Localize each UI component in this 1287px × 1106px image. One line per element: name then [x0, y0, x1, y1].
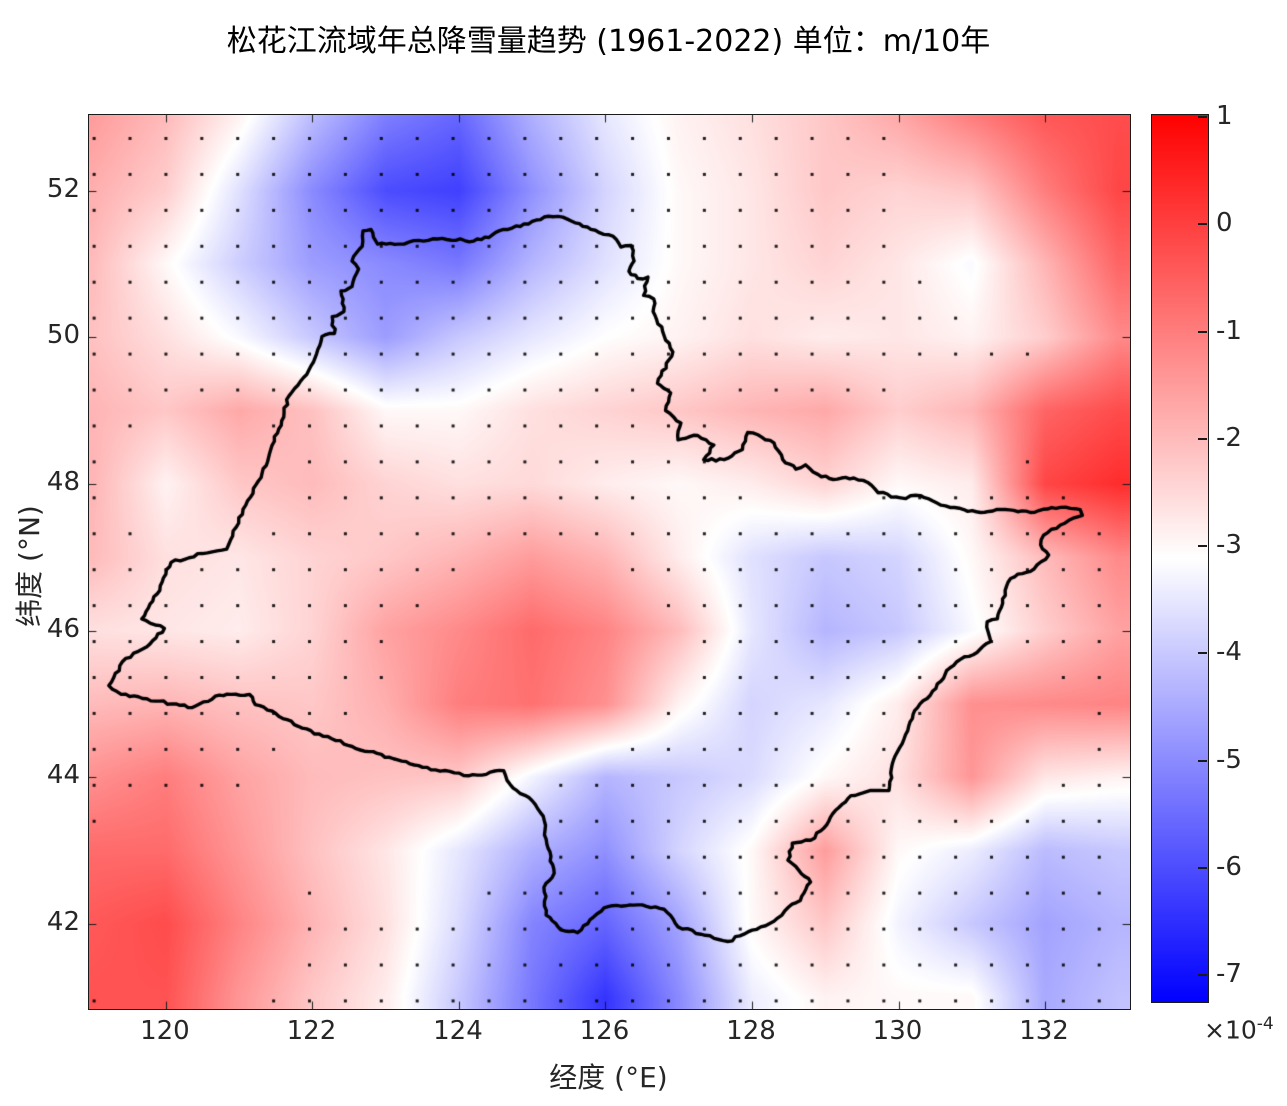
colorbar: [1151, 114, 1209, 1003]
x-tick-label: 124: [433, 1016, 483, 1046]
colorbar-tick-label: -2: [1216, 422, 1242, 453]
colorbar-multiplier-exponent: -4: [1256, 1014, 1274, 1034]
y-tick-label: 48: [46, 466, 80, 497]
x-tick-label: 130: [872, 1016, 923, 1046]
y-tick-label: 46: [46, 613, 80, 644]
colorbar-tick-label: -4: [1216, 637, 1242, 668]
colorbar-tick-mark: [1198, 116, 1207, 119]
figure-title: 松花江流域年总降雪量趋势 (1961-2022) 单位：m/10年: [226, 24, 991, 59]
colorbar-tick-label: 0: [1216, 208, 1233, 239]
map-canvas: [89, 115, 1130, 1009]
colorbar-tick-label: -7: [1216, 959, 1242, 990]
colorbar-tick-label: 1: [1216, 101, 1233, 132]
y-tick-label: 50: [46, 320, 80, 351]
colorbar-tick-mark: [1198, 330, 1207, 333]
x-axis-label: 经度 (°E): [549, 1061, 668, 1094]
colorbar-tick-label: -3: [1216, 530, 1242, 561]
colorbar-tick-mark: [1198, 759, 1207, 762]
colorbar-tick-mark: [1198, 223, 1207, 226]
colorbar-tick-mark: [1198, 437, 1207, 440]
colorbar-multiplier-base: ×10: [1204, 1015, 1257, 1045]
colorbar-tick-label: -6: [1216, 852, 1242, 882]
colorbar-tick-mark: [1198, 974, 1207, 977]
colorbar-multiplier: ×10-4: [1204, 1014, 1274, 1044]
plot-frame: [88, 114, 1131, 1010]
y-tick-label: 52: [46, 173, 80, 204]
x-tick-label: 120: [140, 1016, 190, 1046]
x-tick-label: 132: [1019, 1016, 1069, 1046]
y-tick-label: 42: [46, 906, 80, 937]
colorbar-tick-mark: [1198, 652, 1207, 655]
colorbar-tick-label: -1: [1216, 315, 1242, 346]
colorbar-tick-mark: [1198, 545, 1207, 548]
colorbar-tick-mark: [1198, 867, 1207, 869]
colorbar-tick-label: -5: [1216, 744, 1242, 775]
x-tick-label: 128: [726, 1016, 776, 1046]
y-tick-label: 44: [46, 760, 80, 791]
x-tick-label: 122: [286, 1016, 337, 1046]
x-tick-label: 126: [579, 1016, 630, 1046]
